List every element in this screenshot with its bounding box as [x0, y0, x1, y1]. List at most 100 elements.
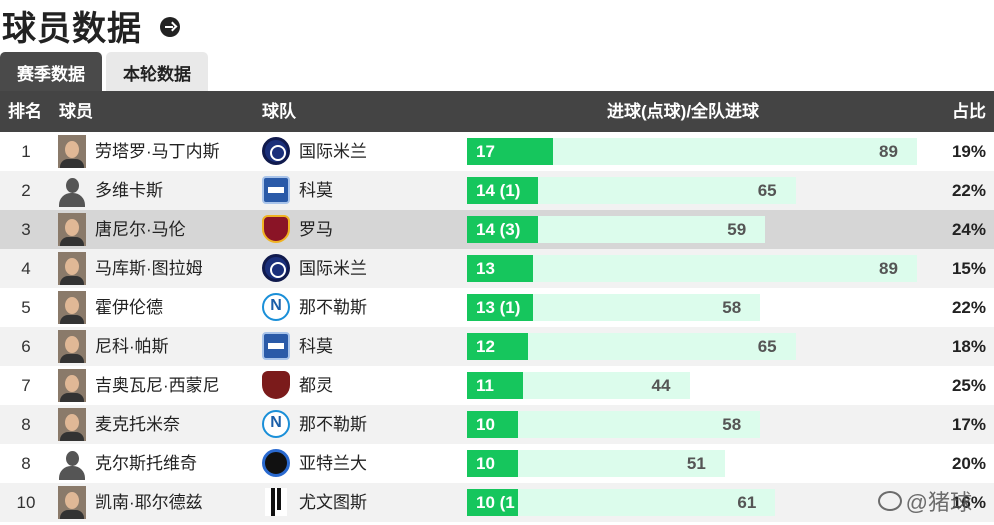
tab-season-stats[interactable]: 赛季数据	[0, 52, 102, 92]
player-goals-bar: 12	[467, 333, 528, 360]
team-total-goals: 65	[757, 337, 777, 356]
watermark-text: @猪球	[905, 490, 972, 515]
goal-ratio: 22%	[951, 298, 986, 317]
player-goals-bar: 17	[467, 138, 553, 165]
player-name-link[interactable]: 克尔斯托维奇	[95, 454, 197, 473]
player-goals-bar: 14 (3)	[467, 216, 538, 243]
player-name-link[interactable]: 马库斯·图拉姆	[95, 259, 203, 278]
team-total-goals: 44	[651, 376, 671, 395]
player-goals-bar: 13 (1)	[467, 294, 533, 321]
rank-cell: 8	[21, 454, 31, 473]
table-row[interactable]: 6 尼科·帕斯 科莫 12 65 18%	[0, 327, 994, 366]
rank-cell: 3	[21, 220, 31, 239]
column-header-team[interactable]: 球队	[262, 102, 296, 121]
player-name-link[interactable]: 唐尼尔·马伦	[95, 220, 186, 239]
team-name-link[interactable]: 尤文图斯	[299, 493, 367, 512]
team-total-goals: 89	[879, 259, 898, 278]
team-total-goals: 65	[757, 181, 777, 200]
page-title: 球员数据	[2, 9, 142, 48]
player-name-link[interactable]: 霍伊伦德	[95, 298, 163, 317]
team-logo-roma-icon	[262, 215, 290, 243]
player-avatar	[58, 213, 86, 246]
team-name-link[interactable]: 都灵	[299, 376, 333, 395]
table-row[interactable]: 3 唐尼尔·马伦 罗马 14 (3) 59 24%	[0, 210, 994, 249]
team-logo-como-icon	[262, 176, 290, 204]
table-row[interactable]: 8 克尔斯托维奇 亚特兰大 10 51 20%	[0, 444, 994, 483]
table-row[interactable]: 8 麦克托米奈 那不勒斯 10 58 17%	[0, 405, 994, 444]
team-logo-como-icon	[262, 332, 290, 360]
table-row[interactable]: 2 多维卡斯 科莫 14 (1) 65 22%	[0, 171, 994, 210]
player-name-link[interactable]: 劳塔罗·马丁内斯	[95, 142, 220, 161]
team-logo-inter-icon	[262, 137, 290, 165]
rank-cell: 10	[16, 493, 36, 512]
player-goals-bar: 10 (1	[467, 489, 518, 516]
player-name-link[interactable]: 多维卡斯	[95, 181, 163, 200]
tab-round-stats[interactable]: 本轮数据	[106, 52, 208, 92]
player-goals-bar: 13	[467, 255, 533, 282]
rank-cell: 1	[21, 142, 31, 161]
goal-ratio: 25%	[951, 376, 986, 395]
player-avatar	[58, 486, 86, 519]
team-name-link[interactable]: 科莫	[299, 337, 333, 356]
goal-ratio: 19%	[951, 142, 986, 161]
team-total-goals: 51	[686, 454, 706, 473]
player-name-link[interactable]: 麦克托米奈	[95, 415, 180, 434]
table-row[interactable]: 1 劳塔罗·马丁内斯 国际米兰 17 89 19%	[0, 132, 994, 171]
team-logo-napoli-icon	[262, 410, 290, 438]
team-total-goals: 58	[722, 298, 742, 317]
team-name-link[interactable]: 国际米兰	[299, 259, 367, 278]
player-name-link[interactable]: 吉奥瓦尼·西蒙尼	[95, 376, 220, 395]
team-name-link[interactable]: 亚特兰大	[299, 454, 367, 473]
player-avatar	[58, 447, 86, 480]
team-total-goals: 58	[722, 415, 742, 434]
team-total-goals: 89	[879, 142, 898, 161]
player-avatar	[58, 291, 86, 324]
team-logo-napoli-icon	[262, 293, 290, 321]
rank-cell: 8	[21, 415, 31, 434]
table-row[interactable]: 5 霍伊伦德 那不勒斯 13 (1) 58 22%	[0, 288, 994, 327]
player-stats-table: 排名 球员 球队 进球(点球)/全队进球 占比 1 劳塔罗·马丁内斯 国际米兰 17 8…	[0, 91, 994, 522]
weibo-icon	[877, 491, 902, 511]
team-total-goals: 59	[727, 220, 747, 239]
rank-cell: 6	[21, 337, 31, 356]
team-goals-bar	[467, 255, 917, 282]
team-name-link[interactable]: 科莫	[299, 181, 333, 200]
column-header-rank[interactable]: 排名	[8, 102, 42, 121]
table-body: 1 劳塔罗·马丁内斯 国际米兰 17 89 19% 2 多维卡斯 科莫 14 (1) 65 22% 3 唐…	[0, 132, 994, 522]
tab-bar: 赛季数据 本轮数据	[0, 52, 208, 92]
column-header-ratio[interactable]: 占比	[952, 102, 986, 121]
rank-cell: 4	[21, 259, 31, 278]
player-name-link[interactable]: 凯南·耶尔德兹	[95, 493, 203, 512]
watermark: @猪球	[877, 485, 972, 517]
column-header-goals[interactable]: 进球(点球)/全队进球	[607, 102, 760, 121]
player-avatar	[58, 252, 86, 285]
goal-ratio: 17%	[951, 415, 986, 434]
player-name-link[interactable]: 尼科·帕斯	[95, 337, 169, 356]
goal-ratio: 24%	[951, 220, 986, 239]
title-row: 球员数据	[0, 2, 180, 48]
goal-ratio: 15%	[951, 259, 986, 278]
team-logo-torino-icon	[262, 371, 290, 399]
column-header-player[interactable]: 球员	[59, 102, 93, 121]
table-row[interactable]: 7 吉奥瓦尼·西蒙尼 都灵 11 44 25%	[0, 366, 994, 405]
player-avatar	[58, 174, 86, 207]
team-total-goals: 61	[737, 493, 757, 512]
team-logo-atalanta-icon	[262, 449, 290, 477]
rank-cell: 7	[21, 376, 31, 395]
table-row[interactable]: 10 凯南·耶尔德兹 尤文图斯 10 (1 61 16%	[0, 483, 994, 522]
player-avatar	[58, 135, 86, 168]
player-goals-bar: 10	[467, 411, 518, 438]
player-goals-bar: 10	[467, 450, 518, 477]
arrow-right-circle-icon[interactable]	[160, 17, 180, 37]
table-row[interactable]: 4 马库斯·图拉姆 国际米兰 13 89 15%	[0, 249, 994, 288]
team-name-link[interactable]: 罗马	[299, 220, 333, 239]
team-name-link[interactable]: 那不勒斯	[299, 298, 367, 317]
goal-ratio: 16%	[951, 493, 986, 512]
team-logo-inter-icon	[262, 254, 290, 282]
goal-ratio: 20%	[951, 454, 986, 473]
player-avatar	[58, 408, 86, 441]
team-name-link[interactable]: 那不勒斯	[299, 415, 367, 434]
team-goals-bar	[467, 489, 776, 516]
team-name-link[interactable]: 国际米兰	[299, 142, 367, 161]
goal-ratio: 22%	[951, 181, 986, 200]
